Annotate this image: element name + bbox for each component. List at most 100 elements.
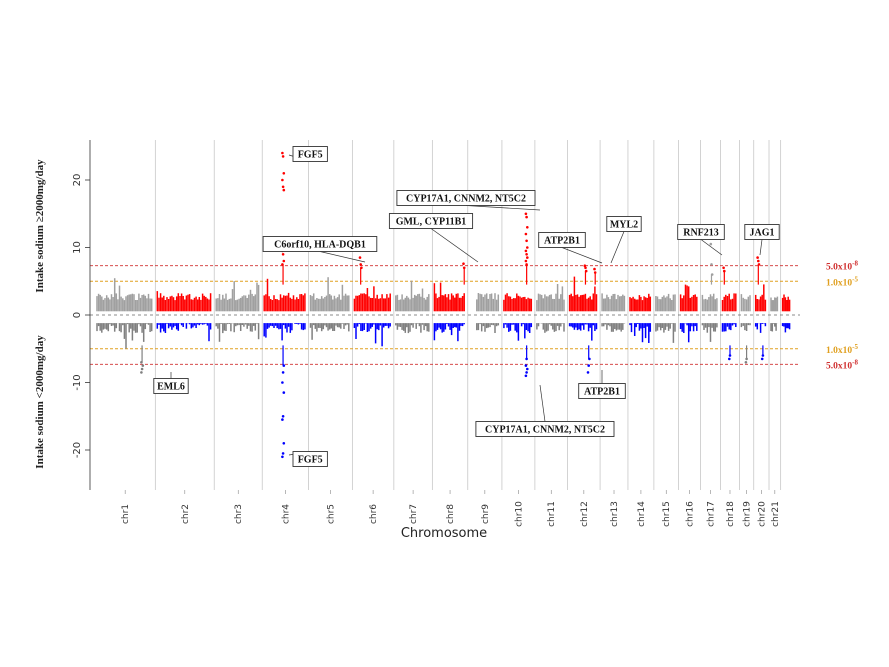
y-tick-label: 10 — [72, 241, 83, 254]
annotation-label: C6orf10, HLA-DQB1 — [274, 240, 366, 251]
annotation-leader — [561, 247, 603, 264]
peak-point — [282, 188, 286, 192]
axes: 20 10 0 -10 -20 chr1 chr2 chr3 chr4 chr5 chr6 chr7 c… — [72, 140, 781, 527]
peak-point — [586, 371, 590, 374]
gene-annotations: FGF5 C6orf10, HLA-DQB1 GML, CYP11B1 CYP17A1… — [153, 146, 780, 467]
peak-point — [281, 381, 284, 384]
peak-points — [140, 151, 765, 459]
annotation-box — [538, 232, 586, 248]
x-tick-label: chr13 — [610, 501, 620, 527]
peak-point — [709, 242, 713, 246]
annotation-label: MYL2 — [610, 220, 638, 231]
peak-point — [462, 262, 465, 266]
annotation-leader — [610, 231, 625, 264]
y-tick-label: 0 — [72, 312, 83, 318]
annotation-leader — [430, 228, 479, 263]
annotation-leader — [700, 239, 723, 256]
x-tick-label: chr7 — [409, 504, 419, 524]
peak-point — [358, 256, 362, 259]
peak-point — [282, 442, 286, 445]
annotation-label: CYP17A1, CNNM2, NT5C2 — [406, 194, 526, 205]
peak-point — [281, 178, 284, 182]
peak-point — [745, 357, 748, 361]
peak-point — [282, 259, 286, 263]
x-tick-label: chr9 — [481, 504, 491, 524]
annotation-label: RNF213 — [683, 228, 719, 239]
peak-point — [141, 364, 145, 367]
peak-point — [525, 357, 528, 361]
annotation-box — [606, 216, 642, 232]
annotation-label: FGF5 — [298, 455, 323, 466]
annotation-leader — [539, 384, 546, 422]
annotation-leader — [759, 239, 763, 256]
peak-point — [281, 455, 284, 459]
peak-point — [526, 226, 529, 229]
annotation-box — [292, 146, 328, 162]
y-tick-label: -20 — [72, 442, 83, 458]
annotation-box — [153, 378, 189, 394]
x-tick-label: chr3 — [234, 504, 244, 524]
x-axis-label: Chromosome — [401, 526, 487, 541]
peak-point — [281, 185, 285, 189]
threshold-label: 5.0x10-8 — [826, 260, 858, 273]
peak-point — [524, 212, 528, 216]
peak-point — [760, 357, 764, 361]
peak-point — [524, 249, 528, 253]
y-tick-label: 20 — [72, 174, 83, 187]
annotation-box — [262, 236, 378, 252]
peak-point — [744, 361, 748, 364]
annotation-box — [677, 224, 725, 240]
peak-point — [281, 253, 285, 256]
peak-point — [359, 263, 363, 266]
peak-point — [526, 256, 529, 259]
peak-point — [526, 367, 529, 371]
peak-point — [281, 415, 285, 418]
y-axis-label-top: Intake sodium ≥2000mg/day — [34, 159, 46, 293]
annotation-leader — [465, 205, 541, 211]
peak-point — [584, 266, 587, 270]
threshold-label: 1.0x10-5 — [826, 343, 858, 356]
annotation-box — [292, 451, 328, 467]
x-tick-label: chr10 — [514, 501, 524, 527]
peak-point — [140, 367, 144, 371]
peak-point — [525, 253, 528, 256]
peak-point — [756, 256, 759, 259]
x-tick-label: chr2 — [181, 504, 191, 524]
annotation-box — [578, 383, 626, 399]
peak-point — [281, 418, 284, 421]
annotation-box — [388, 213, 474, 229]
annotation-box — [475, 421, 615, 437]
peak-point — [525, 215, 528, 219]
peak-point — [524, 364, 528, 367]
peak-point — [524, 232, 528, 236]
annotation-label: EML6 — [157, 382, 185, 393]
peak-point — [525, 239, 528, 243]
peak-point — [281, 371, 285, 374]
annotation-leader — [319, 251, 366, 263]
peak-point — [587, 364, 590, 367]
annotation-label: CYP17A1, CNNM2, NT5C2 — [485, 425, 605, 436]
peak-point — [583, 264, 587, 268]
x-tick-label: chr19 — [743, 501, 753, 527]
peak-point — [524, 374, 528, 378]
x-tick-label: chr18 — [726, 501, 736, 527]
peak-point — [593, 267, 596, 271]
peak-point — [757, 259, 760, 263]
x-tick-label: chr5 — [326, 504, 336, 524]
x-tick-label: chr12 — [580, 501, 590, 527]
peak-point — [526, 246, 529, 249]
x-tick-label: chr16 — [686, 501, 696, 527]
peak-point — [525, 371, 528, 374]
snp-points — [96, 276, 791, 349]
x-tick-label: chr20 — [757, 501, 767, 527]
x-tick-label: chr15 — [662, 501, 672, 527]
x-tick-label: chr4 — [281, 504, 291, 524]
peak-point — [281, 452, 285, 455]
x-tick-label: chr6 — [369, 504, 379, 524]
annotation-label: GML, CYP11B1 — [396, 217, 467, 228]
significance-lines: 5.0x10-8 1.0x10-5 1.0x10-5 5.0x10-8 — [90, 260, 858, 371]
peak-point — [524, 259, 528, 263]
annotation-box — [744, 224, 780, 240]
peak-point — [281, 151, 284, 155]
